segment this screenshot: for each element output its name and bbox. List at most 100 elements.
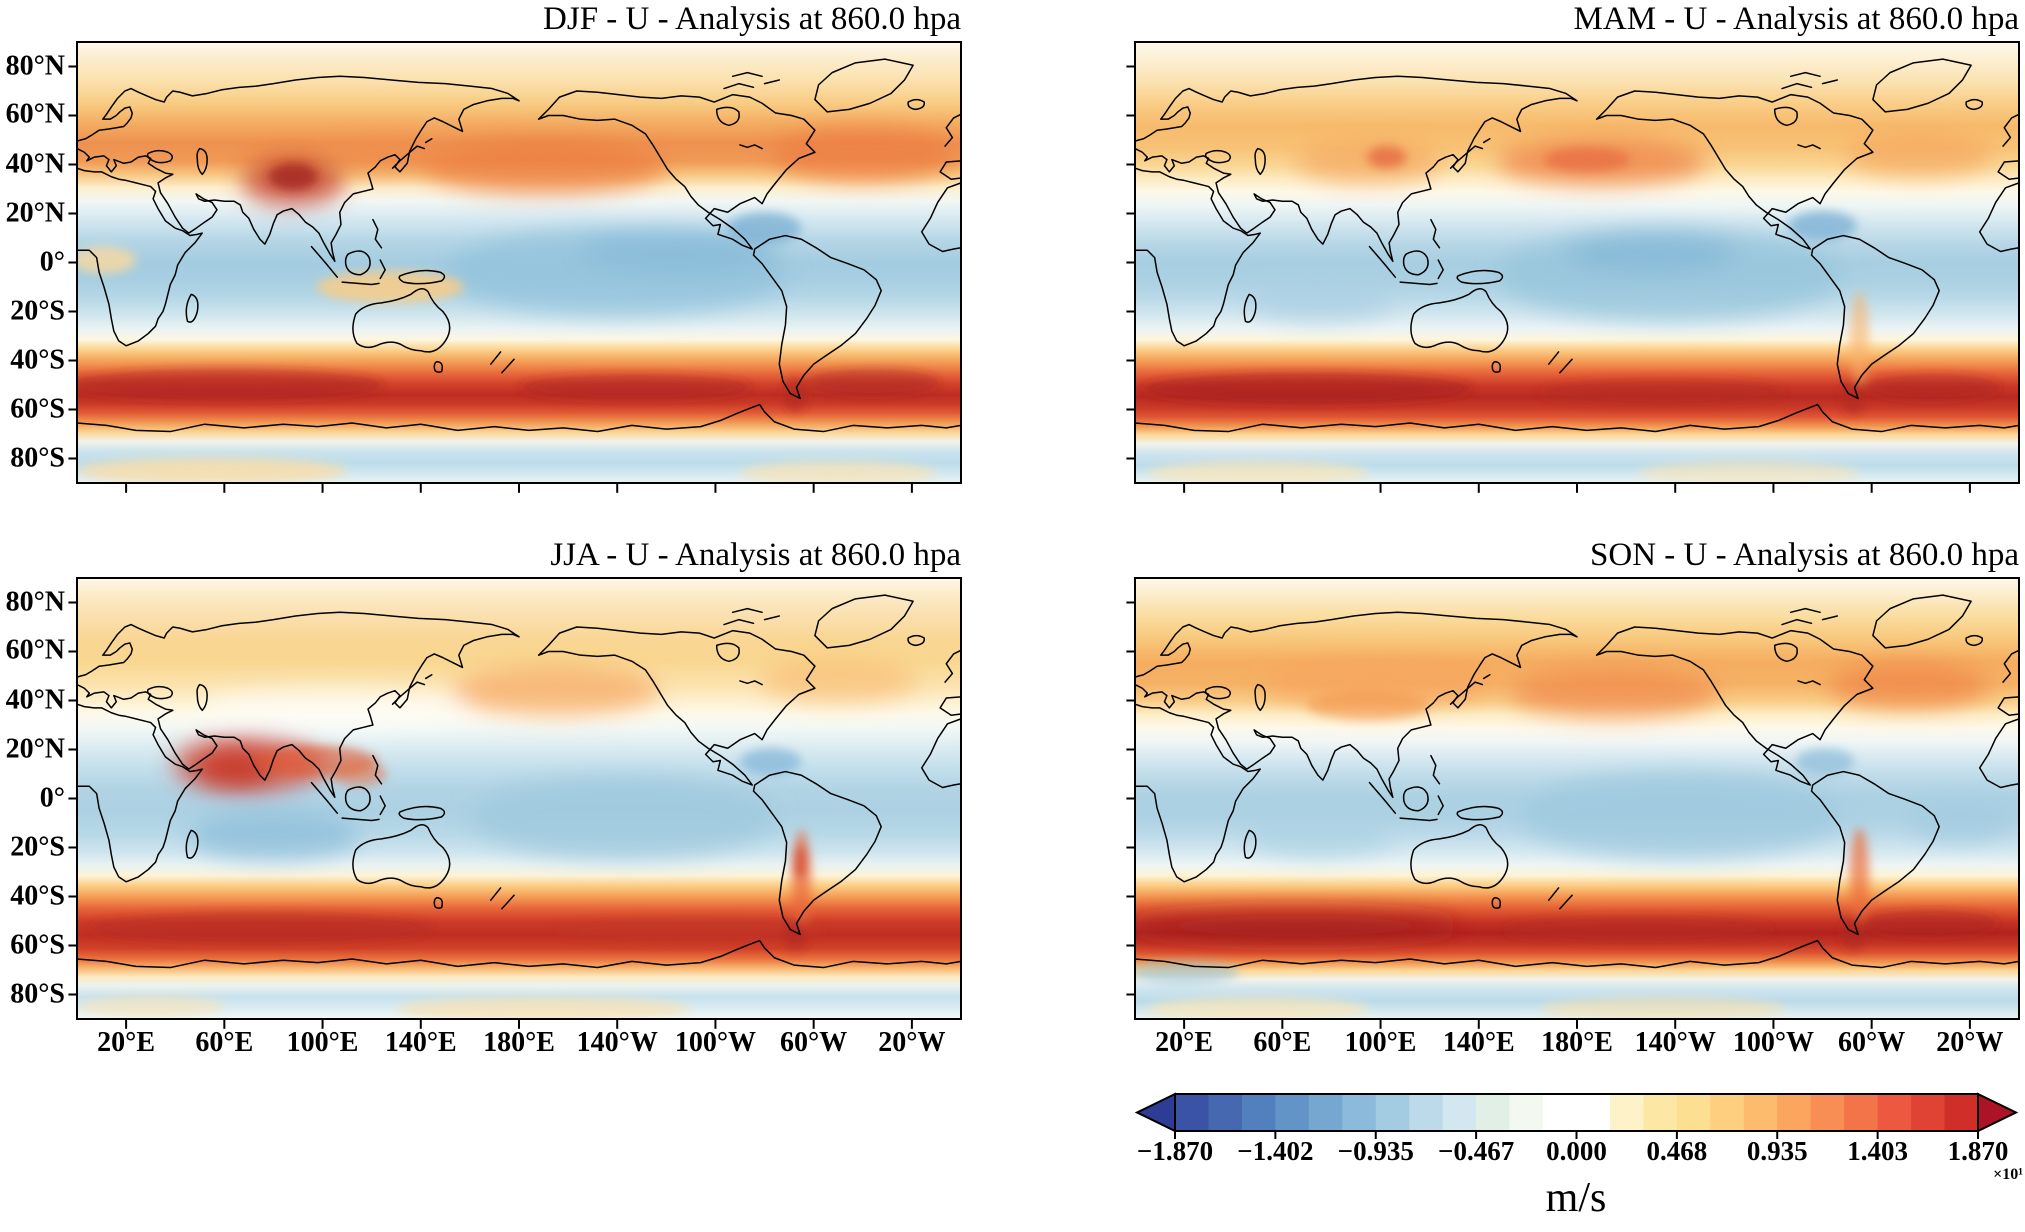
colorbar-tick-label: 1.870 (1947, 1136, 2009, 1166)
contour-feature (77, 369, 384, 401)
colorbar-segment (1208, 1094, 1243, 1131)
panel-title-jja: JJA - U - Analysis at 860.0 hpa (550, 537, 961, 573)
lon-label: 140°W (576, 1027, 658, 1058)
lon-label: 20°E (1155, 1027, 1214, 1058)
colorbar-segment (1175, 1094, 1210, 1131)
lat-label: 60°N (5, 98, 65, 130)
contour-feature (1147, 460, 1369, 484)
colorbar-unit-label: m/s (1545, 1175, 1607, 1221)
lat-label: 20°N (5, 732, 65, 764)
contour-feature (770, 127, 955, 182)
contour-feature (792, 845, 808, 880)
contour-feature (1245, 282, 1393, 322)
contour-feature (1863, 909, 1999, 937)
colorbar-segment (1543, 1094, 1578, 1131)
colorbar-tick-label: −1.870 (1136, 1136, 1214, 1166)
lon-label: 180°E (483, 1027, 555, 1058)
lat-label: 60°N (5, 634, 65, 666)
panel-jja: JJA - U - Analysis at 860.0 hpa 80°N 60°N… (6, 538, 961, 1058)
lon-label: 60°W (1838, 1027, 1906, 1058)
lat-label: 40°N (5, 683, 65, 715)
contour-feature (1306, 690, 1430, 721)
colorbar-tick-label: −1.402 (1237, 1136, 1314, 1166)
contour-feature (199, 687, 470, 727)
lon-label: 20°E (97, 1027, 156, 1058)
lat-label: 40°S (10, 879, 65, 911)
colorbar-tick-label: 1.403 (1847, 1136, 1908, 1166)
colorbar-bar (1134, 1092, 2019, 1139)
contour-feature (1294, 140, 1442, 185)
contour-feature (758, 658, 919, 703)
contour-feature (268, 163, 318, 191)
contour-feature (1147, 996, 1369, 1019)
contour-feature (1540, 378, 1786, 406)
contour-feature (727, 212, 802, 245)
contour-feature (187, 810, 360, 860)
contour-feature (555, 917, 826, 945)
contour-feature (1844, 132, 1992, 177)
contour-feature (1135, 908, 1461, 944)
contour-features (1141, 132, 2001, 484)
contour-feature (1543, 147, 1630, 172)
lon-label: 20°W (1936, 1027, 2004, 1058)
lat-label: 60°S (10, 392, 65, 424)
lat-label: 80°N (5, 585, 65, 617)
colorbar-segment (1777, 1094, 1812, 1131)
contour-feature (1865, 373, 2001, 401)
contour-feature (77, 457, 348, 484)
contour-feature (1849, 827, 1870, 926)
colorbar-segment (1375, 1094, 1410, 1131)
colorbar-segment (1409, 1094, 1444, 1131)
contour-feature (1849, 291, 1870, 385)
contour-feature (1908, 798, 2012, 843)
colorbar-segment (1576, 1094, 1611, 1131)
colorbar-segment (1476, 1094, 1511, 1131)
colorbar-segment (1609, 1094, 1645, 1131)
contour-feature (77, 995, 225, 1018)
colorbar-segment (1911, 1094, 1946, 1131)
lon-label: 100°W (674, 1027, 757, 1058)
lat-label: 80°S (10, 441, 65, 473)
colorbar-tick-label: 0.935 (1746, 1136, 1808, 1166)
contour-feature (1638, 460, 1860, 484)
contour-feature (740, 460, 937, 484)
colorbar-segment (1810, 1094, 1845, 1131)
contour-feature (782, 377, 808, 412)
contour-feature (519, 373, 753, 401)
panel-son: SON - U - Analysis at 860.0 hpa 20°E 60°E… (1135, 538, 2019, 1058)
colorbar-segment (1241, 1094, 1276, 1131)
contour-feature (1141, 372, 1473, 405)
lon-label: 100°E (1344, 1027, 1417, 1058)
contour-feature (451, 666, 661, 716)
lat-label: 80°N (5, 49, 65, 81)
lon-label: 100°W (1732, 1027, 1815, 1058)
contour-feature (1367, 146, 1407, 169)
contour-feature (1840, 380, 1866, 415)
lat-label: 0° (39, 781, 65, 813)
map-mam (1135, 42, 2019, 483)
contour-features (77, 127, 955, 484)
lat-label: 60°S (10, 928, 65, 960)
colorbar-segments (1175, 1094, 1979, 1131)
panel-title-son: SON - U - Analysis at 860.0 hpa (1590, 537, 2019, 573)
contour-feature (1788, 211, 1857, 241)
colorbar-segment (1342, 1094, 1377, 1131)
colorbar-segment (1844, 1094, 1879, 1131)
colorbar-segment (1275, 1094, 1310, 1131)
lon-label: 60°E (195, 1027, 254, 1058)
colorbar-right-arrow (1977, 1092, 2019, 1133)
colorbar-segment (1944, 1094, 1979, 1131)
contour-feature (316, 271, 464, 303)
lat-label: 20°S (10, 294, 65, 326)
contour-features (1135, 658, 2012, 1019)
panel-djf: DJF - U - Analysis at 860.0 hpa 80°N 60°N… (6, 2, 961, 483)
lon-label: 140°E (1442, 1027, 1515, 1058)
contour-features (77, 658, 919, 1019)
contour-feature (420, 140, 667, 194)
contour-feature (469, 776, 777, 860)
colorbar-segment (1442, 1094, 1477, 1131)
contour-feature (1564, 233, 1737, 273)
colorbar-scale-label: ×10¹ (1993, 1166, 2023, 1183)
lat-label: 80°S (10, 977, 65, 1009)
